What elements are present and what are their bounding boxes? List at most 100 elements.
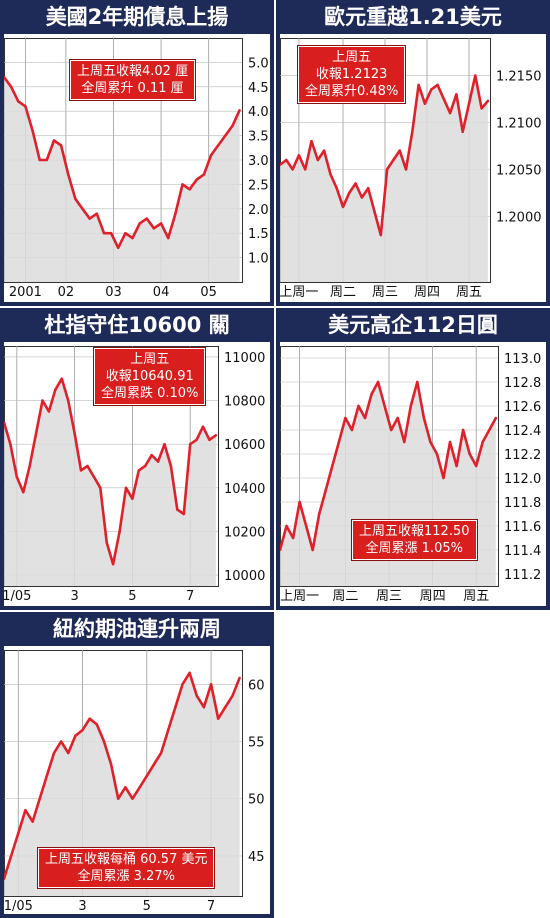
y-tick-label: 45: [248, 850, 265, 865]
data-point: [163, 442, 166, 446]
data-point: [118, 530, 121, 533]
data-point: [285, 524, 288, 528]
chart-title: 美國2年期債息上揚: [45, 5, 229, 29]
annotation-line: 全周累升 0.11 厘: [81, 81, 184, 96]
data-point: [169, 464, 173, 468]
data-point: [67, 751, 70, 755]
chart-title: 歐元重越1.21美元: [324, 5, 502, 29]
data-point: [167, 728, 170, 732]
data-point: [494, 416, 498, 420]
data-point: [24, 808, 27, 812]
data-point: [88, 717, 91, 720]
data-point: [202, 173, 206, 176]
data-point: [455, 464, 458, 468]
data-point: [337, 440, 341, 444]
series-line: [4, 76, 241, 250]
series-line: [4, 671, 241, 880]
y-tick-label: 10000: [224, 569, 265, 584]
data-point: [167, 236, 170, 240]
x-tick-label: 7: [186, 589, 194, 604]
data-point: [383, 404, 386, 408]
data-point: [389, 428, 393, 432]
data-point: [488, 428, 491, 432]
data-point: [145, 774, 148, 778]
data-point: [4, 421, 6, 424]
y-tick-label: 111.8: [504, 496, 541, 511]
data-point: [188, 188, 191, 191]
data-point: [357, 404, 360, 408]
data-point: [280, 163, 282, 166]
data-point: [105, 541, 108, 544]
x-tick-label: 周五: [456, 285, 482, 300]
data-point: [81, 207, 84, 210]
data-point: [9, 442, 12, 446]
y-tick-label: 1.2100: [496, 116, 542, 131]
data-point: [316, 158, 319, 162]
data-point: [174, 212, 177, 215]
x-tick-label: 上周一: [280, 589, 319, 604]
data-point: [131, 797, 134, 800]
data-point: [367, 186, 370, 190]
data-point: [67, 399, 70, 402]
chart-title: 杜指守住10600 關: [44, 313, 230, 337]
annotation-line: 收報1.2123: [315, 67, 388, 82]
data-point: [461, 130, 464, 134]
data-point: [159, 751, 163, 755]
data-point: [102, 232, 106, 235]
y-tick-label: 11000: [224, 351, 265, 366]
data-point: [124, 232, 127, 235]
data-point: [38, 797, 41, 800]
data-point: [202, 706, 206, 709]
data-point: [280, 548, 282, 552]
data-point: [209, 153, 213, 157]
data-point: [311, 548, 314, 552]
chart-svg: 111.2 111.4 111.6 111.8 112.0 112.2 112.4 112.6…: [280, 346, 541, 604]
data-point: [34, 432, 38, 435]
data-point: [310, 140, 313, 143]
panel-crude-oil: 紐約期油連升兩周 45 50 55 60 1/05 3 5 7 上周五收報每桶 60.57 美…: [0, 612, 274, 918]
data-point: [59, 740, 63, 743]
series-line: [280, 380, 497, 552]
data-point: [238, 676, 241, 680]
data-point: [480, 107, 483, 110]
data-point: [47, 410, 51, 413]
data-point: [304, 168, 307, 171]
data-point: [117, 246, 120, 250]
data-point: [324, 488, 327, 492]
chart-plot: 10000 10200 10400 10600 10800 11000 1/05 3 5 7 上周…: [4, 342, 270, 606]
data-point: [52, 751, 56, 755]
data-point: [398, 149, 401, 152]
y-tick-label: 55: [248, 736, 265, 751]
data-point: [348, 191, 351, 195]
data-point: [138, 222, 141, 225]
data-point: [298, 500, 301, 504]
data-point: [329, 172, 332, 176]
y-tick-label: 60: [248, 678, 265, 693]
data-point: [335, 186, 338, 190]
data-point: [109, 232, 113, 235]
data-point: [145, 217, 148, 220]
data-point: [214, 434, 218, 437]
data-point: [195, 438, 198, 442]
data-point: [144, 464, 147, 468]
data-point: [22, 490, 25, 494]
y-tick-label: 1.2000: [496, 210, 542, 225]
annotation-line: 全周累升0.48%: [305, 84, 399, 99]
y-tick-label: 10800: [224, 395, 265, 410]
data-point: [95, 723, 99, 726]
data-point: [102, 740, 106, 743]
data-point: [217, 717, 220, 720]
panel-usd-jpy: 美元高企112日圓 111.2 111.4 111.6 111.8 112.0 112.2…: [276, 308, 550, 610]
x-tick-label: 周五: [463, 589, 489, 604]
x-tick-label: 1/05: [4, 899, 33, 914]
series-line: [280, 74, 489, 237]
data-point: [15, 475, 19, 479]
y-tick-label: 112.2: [504, 448, 541, 463]
data-point: [238, 109, 241, 112]
data-point: [379, 233, 382, 237]
data-point: [409, 404, 412, 408]
data-point: [9, 854, 13, 858]
data-point: [45, 158, 49, 162]
data-point: [486, 99, 490, 103]
data-point: [416, 380, 419, 384]
